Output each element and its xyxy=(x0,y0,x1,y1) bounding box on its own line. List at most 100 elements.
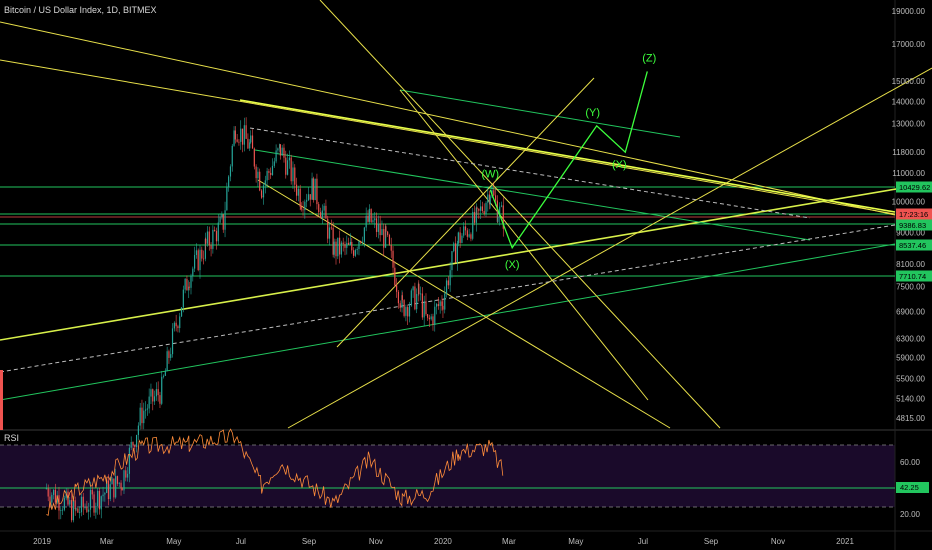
candle-body xyxy=(221,214,223,218)
candle-body xyxy=(444,293,446,310)
candle-body xyxy=(91,489,93,495)
candle-body xyxy=(312,178,314,200)
candle-body xyxy=(186,278,188,291)
candle-body xyxy=(279,144,281,149)
candle-body xyxy=(148,396,150,409)
price-tag-value: 17:23:16 xyxy=(899,210,928,219)
candle-body xyxy=(100,496,102,510)
candle-body xyxy=(257,171,259,179)
candle-body xyxy=(261,195,263,198)
candle-body xyxy=(367,215,369,222)
candle-body xyxy=(72,500,74,521)
candle-body xyxy=(229,166,232,177)
candle-body xyxy=(188,286,190,288)
candle-body xyxy=(277,148,279,151)
candle-body xyxy=(226,187,228,211)
candle-body xyxy=(494,195,497,201)
candle-body xyxy=(403,300,405,316)
candle-body xyxy=(323,205,325,211)
wave-label: (Z) xyxy=(642,52,656,64)
candle-body xyxy=(113,478,115,498)
candle-body xyxy=(493,190,495,196)
candle-body xyxy=(319,212,322,219)
candle-body xyxy=(445,280,448,294)
candle-body xyxy=(139,407,141,426)
candle-body xyxy=(459,232,461,243)
candle-body xyxy=(80,496,83,513)
candle-body xyxy=(421,293,423,318)
candle-body xyxy=(116,476,119,484)
candle-body xyxy=(360,241,362,243)
candle-body xyxy=(253,148,255,167)
price-tick-label: 4815.00 xyxy=(896,414,925,423)
candle-body xyxy=(295,184,298,196)
candle-body xyxy=(134,445,136,447)
time-tick-label: 2021 xyxy=(836,537,854,546)
candle-body xyxy=(266,171,268,181)
candle-body xyxy=(302,209,304,211)
candle-body xyxy=(238,141,240,143)
candle-body xyxy=(51,494,53,503)
candle-body xyxy=(476,207,478,209)
candle-body xyxy=(290,157,292,182)
candle-body xyxy=(75,508,77,510)
wave-label: (X) xyxy=(612,159,627,171)
candle-body xyxy=(128,447,130,474)
price-tick-label: 6300.00 xyxy=(896,334,925,343)
chart-title: Bitcoin / US Dollar Index, 1D, BITMEX xyxy=(4,5,157,15)
candle-body xyxy=(464,226,467,231)
candle-body xyxy=(428,317,430,320)
candle-body xyxy=(150,389,152,397)
candle-body xyxy=(390,244,392,251)
time-tick-label: Sep xyxy=(704,537,719,546)
candle-body xyxy=(199,249,201,271)
candle-body xyxy=(430,316,432,320)
candle-body xyxy=(234,130,236,140)
candle-body xyxy=(294,167,296,185)
candle-body xyxy=(192,268,194,276)
candle-body xyxy=(358,241,360,250)
candle-body xyxy=(349,241,351,245)
candle-body xyxy=(270,172,272,175)
price-tick-label: 15000.00 xyxy=(892,77,926,86)
candle-body xyxy=(379,223,381,236)
candle-body xyxy=(383,229,385,248)
candle-body xyxy=(241,128,244,145)
candle-body xyxy=(299,188,301,207)
candle-body xyxy=(500,205,503,207)
wave-label: (X) xyxy=(505,259,520,271)
candle-body xyxy=(54,489,56,503)
time-axis-ticks: 2019 Mar May Jul Sep Nov 2020 Mar May Jul Sep Nov 20… xyxy=(33,537,854,546)
price-tick-label: 7500.00 xyxy=(896,283,925,292)
candle-body xyxy=(499,206,501,217)
candle-body xyxy=(210,245,212,249)
price-tick-label: 5500.00 xyxy=(896,375,925,384)
candle-body xyxy=(307,194,310,201)
candle-body xyxy=(219,217,221,223)
candle-body xyxy=(325,205,327,219)
candle-body xyxy=(432,316,434,325)
candle-body xyxy=(188,286,190,291)
candle-body xyxy=(206,231,209,244)
candle-body xyxy=(143,410,145,424)
candle-body xyxy=(332,227,334,255)
candle-body xyxy=(468,234,470,237)
candle-body xyxy=(281,147,283,156)
candle-body xyxy=(314,178,316,200)
candle-body xyxy=(193,255,196,269)
candle-body xyxy=(286,160,289,175)
candle-body xyxy=(180,307,183,317)
candle-body xyxy=(457,232,459,244)
candle-body xyxy=(197,250,199,271)
candle-body xyxy=(463,226,465,236)
candle-body xyxy=(466,230,468,237)
time-tick-label: Jul xyxy=(236,537,246,546)
rsi-current-tag xyxy=(896,482,929,493)
candle-body xyxy=(152,389,154,402)
candle-body xyxy=(489,196,491,205)
candle-body xyxy=(135,435,138,447)
candle-body xyxy=(208,231,210,246)
candle-body xyxy=(387,231,389,235)
candle-body xyxy=(82,496,84,508)
